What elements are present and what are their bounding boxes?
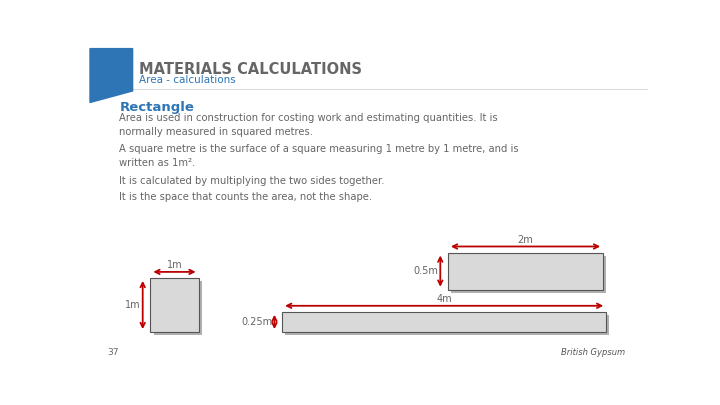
Text: 1m: 1m (125, 300, 140, 310)
Bar (150, 278, 199, 332)
Text: British Gypsum: British Gypsum (561, 347, 625, 356)
Bar (451, 256, 606, 293)
Text: MATERIALS CALCULATIONS: MATERIALS CALCULATIONS (139, 62, 362, 77)
Text: 37: 37 (107, 347, 119, 356)
Text: 2m: 2m (518, 235, 534, 245)
Text: It is the space that counts the area, not the shape.: It is the space that counts the area, no… (120, 192, 372, 202)
Text: It is calculated by multiplying the two sides together.: It is calculated by multiplying the two … (120, 177, 385, 186)
Polygon shape (90, 49, 132, 102)
Text: Area - calculations: Area - calculations (139, 75, 235, 85)
Bar (448, 253, 603, 290)
Text: Rectangle: Rectangle (120, 101, 194, 114)
Text: 0.25m: 0.25m (241, 317, 272, 327)
Bar (285, 315, 609, 335)
Text: Area is used in construction for costing work and estimating quantities. It is
n: Area is used in construction for costing… (120, 113, 498, 137)
Text: 0.5m: 0.5m (413, 266, 438, 276)
Bar (153, 281, 202, 335)
Text: 1m: 1m (166, 260, 182, 271)
Bar (282, 312, 606, 332)
Text: A square metre is the surface of a square measuring 1 metre by 1 metre, and is
w: A square metre is the surface of a squar… (120, 144, 519, 168)
Text: 4m: 4m (436, 294, 452, 304)
